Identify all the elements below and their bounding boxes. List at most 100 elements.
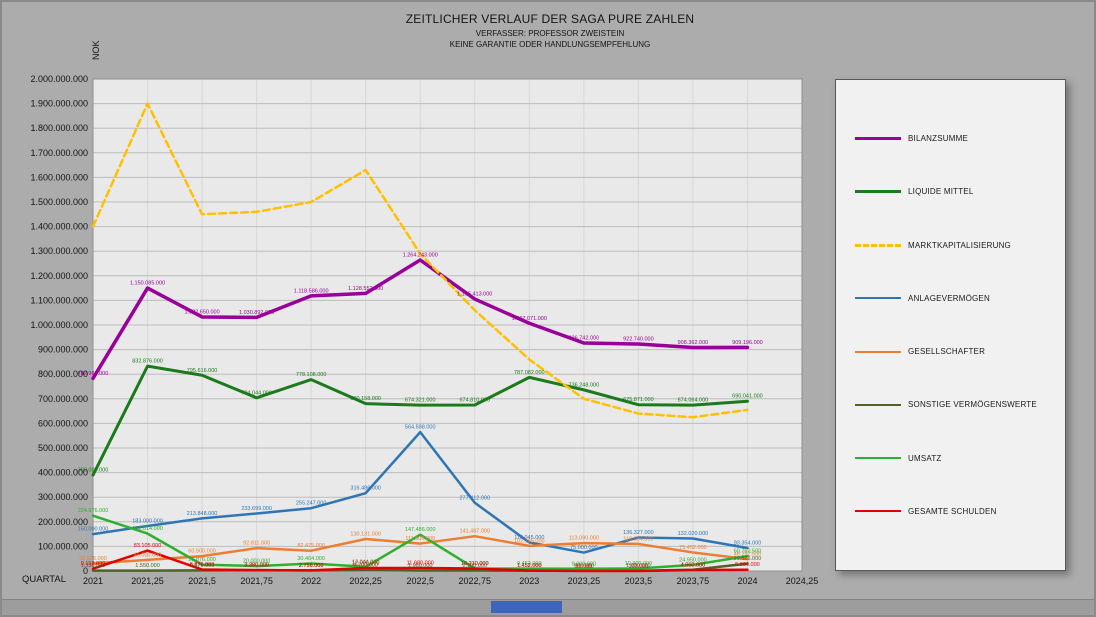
point-label: 2.756.000 (299, 563, 323, 569)
x-tick-label: 2023,25 (568, 576, 601, 586)
legend-label: BILANZSUMME (908, 134, 968, 144)
point-label: 316.486.000 (350, 486, 381, 492)
point-label: 1.118.586.000 (294, 288, 329, 294)
chart-title: ZEITLICHER VERLAUF DER SAGA PURE ZAHLEN (405, 12, 695, 26)
point-label: 83.105.000 (134, 543, 162, 549)
point-label: 675.871.000 (623, 397, 654, 403)
bottom-bar-blue-segment[interactable] (491, 601, 562, 613)
point-label: 136.327.000 (623, 530, 654, 536)
point-label: 704.044.000 (241, 390, 272, 396)
x-tick-label: 2023,75 (677, 576, 710, 586)
point-label: 93.354.000 (734, 541, 762, 547)
point-label: 3.360.000 (244, 563, 268, 569)
y-tick-label: 900.000.000 (38, 345, 88, 355)
series-marktkapitalisierung (91, 102, 749, 419)
point-label: 17.044.000 (352, 559, 380, 565)
y-tick-label: 0 (83, 566, 88, 576)
point-label: 30.936.000 (79, 556, 107, 562)
point-label: 110.034.000 (623, 536, 653, 542)
point-label: 1.336.000 (81, 563, 105, 569)
point-label: 102.185.000 (514, 538, 545, 544)
point-label: 255.247.000 (296, 501, 327, 507)
point-label: 908.362.000 (678, 340, 709, 346)
point-label: 782.963.000 (78, 371, 109, 377)
point-label: 113.090.000 (569, 536, 599, 542)
y-tick-label: 1.400.000.000 (30, 222, 88, 232)
legend-item-bilanzsumme[interactable]: BILANZSUMME (855, 134, 1059, 143)
point-label: 10.210.000 (461, 561, 489, 567)
legend-label: MARKTKAPITALISIERUNG (908, 240, 1011, 250)
legend-item-sonstige-verm-genswerte[interactable]: SONSTIGE VERMÖGENSWERTE (855, 400, 1059, 409)
point-label: 4.700.000 (353, 562, 377, 568)
legend-item-gesellschafter[interactable]: GESELLSCHAFTER (855, 347, 1059, 356)
legend: BILANZSUMME LIQUIDE MITTEL MARKTKAPITALISI… (835, 79, 1066, 571)
point-label: 45.000.000 (134, 552, 162, 558)
y-tick-label: 1.000.000.000 (30, 320, 88, 330)
series-anlageverm-gen (91, 430, 749, 554)
point-label: 2.576.000 (190, 563, 214, 569)
point-label: 152.014.000 (132, 526, 163, 532)
point-label: 183.000.000 (132, 518, 163, 524)
legend-item-liquide-mittel[interactable]: LIQUIDE MITTEL (855, 187, 1059, 196)
series-liquide-mittel (91, 364, 749, 477)
y-tick-label: 300.000.000 (38, 492, 88, 502)
legend-item-marktkapitalisierung[interactable]: MARKTKAPITALISIERUNG (855, 241, 1059, 250)
point-label: 3.330.000 (244, 563, 268, 569)
legend-item-anlageverm-gen[interactable]: ANLAGEVERMÖGEN (855, 294, 1059, 303)
y-tick-label: 100.000.000 (38, 541, 88, 551)
y-tick-label: 1.200.000.000 (30, 271, 88, 281)
point-label: 25.876.000 (188, 557, 216, 563)
point-label: 674.064.000 (678, 398, 709, 404)
series-umsatz (91, 514, 749, 571)
point-label: 390.000.000 (78, 468, 109, 474)
point-label: 224.976.000 (78, 508, 109, 514)
point-label: 1.452.000 (517, 563, 541, 569)
point-label: 75.000.000 (570, 545, 598, 551)
point-label: 795.616.000 (187, 368, 218, 374)
point-label: 1.007.071.000 (512, 316, 547, 322)
point-label: 1.105.413.000 (457, 292, 492, 298)
legend-swatch-gesellschafter (855, 350, 901, 353)
legend-swatch-bilanzsumme (855, 137, 901, 141)
point-label: 213.848.000 (187, 511, 218, 517)
legend-swatch-anlageverm-gen (855, 297, 901, 300)
point-label: 10.300.000 (625, 561, 653, 567)
point-label: 1.030.892.000 (239, 310, 274, 316)
point-label: 2.756.000 (299, 563, 323, 569)
y-tick-label: 2.000.000.000 (30, 74, 88, 84)
point-label: 1.264.243.000 (403, 252, 438, 258)
point-label: 75.452.000 (679, 545, 707, 551)
y-tick-label: 600.000.000 (38, 418, 88, 428)
legend-item-umsatz[interactable]: UMSATZ (855, 454, 1059, 463)
point-label: 926.742.000 (569, 336, 600, 342)
series-gesellschafter (91, 534, 749, 565)
point-label: 9.000.000 (572, 561, 596, 567)
point-label: 674.321.000 (405, 398, 436, 404)
point-label: 150.000.000 (78, 527, 109, 533)
legend-swatch-gesamte-schulden (855, 510, 901, 513)
point-label: 787.082.000 (514, 370, 545, 376)
point-label: 11.980.000 (407, 561, 434, 567)
legend-swatch-marktkapitalisierung (855, 243, 901, 247)
legend-item-gesamte-schulden[interactable]: GESAMTE SCHULDEN (855, 507, 1059, 516)
point-label: 277.412.000 (459, 495, 490, 501)
series-bilanzsumme (91, 258, 750, 381)
point-label: 1.150.085.000 (130, 281, 165, 287)
point-label: 5.086.000 (735, 562, 759, 568)
legend-label: UMSATZ (908, 453, 942, 463)
point-label: 690.041.000 (732, 394, 763, 400)
y-tick-label: 800.000.000 (38, 369, 88, 379)
point-label: 1.452.000 (517, 563, 541, 569)
point-label: 82.475.000 (297, 543, 325, 549)
x-tick-label: 2022,5 (406, 576, 434, 586)
point-label: 1.128.552.000 (348, 286, 383, 292)
y-tick-label: 1.600.000.000 (30, 172, 88, 182)
y-tick-label: 500.000.000 (38, 443, 88, 453)
y-tick-label: 1.500.000.000 (30, 197, 88, 207)
point-label: 111.500.000 (405, 536, 435, 542)
point-label: 103.000 (628, 563, 648, 569)
point-label: 9.452.000 (517, 561, 541, 567)
x-tick-label: 2024,25 (786, 576, 819, 586)
